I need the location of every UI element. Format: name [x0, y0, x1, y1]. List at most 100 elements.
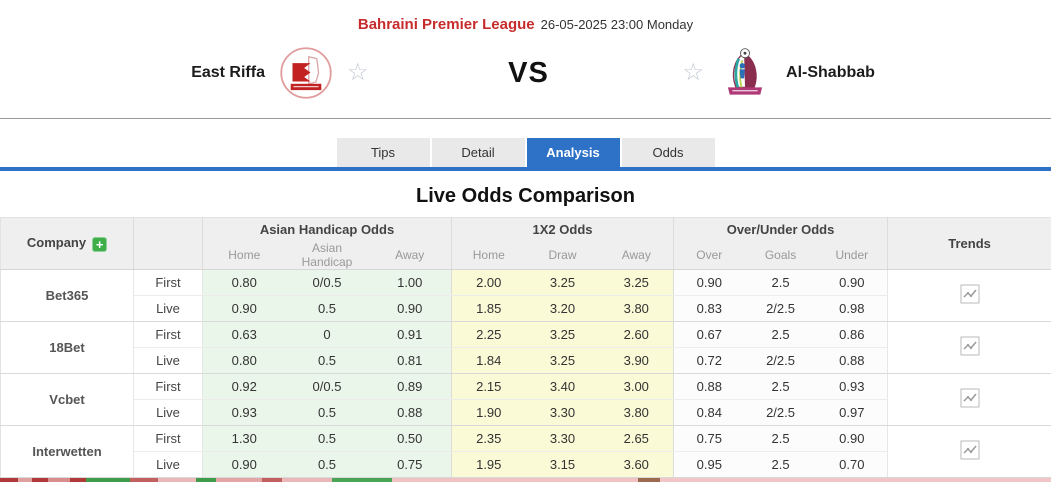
- away-team-block: ☆ Al-Shabbab: [571, 46, 1051, 100]
- trend-chart-icon[interactable]: [960, 284, 980, 304]
- row-label: Live: [133, 399, 203, 426]
- odds-value: 2/2.5: [744, 399, 817, 426]
- tab-tips[interactable]: Tips: [336, 138, 430, 167]
- odds-value: 2.5: [744, 425, 817, 452]
- odds-value: 0.5: [285, 399, 369, 426]
- odds-value: 3.00: [599, 373, 675, 400]
- vs-label: VS: [508, 56, 549, 89]
- table-row: Interwetten First 1.30 0.5 0.50 2.35 3.30 2.65 0…: [0, 425, 1051, 478]
- odds-value: 3.25: [599, 269, 675, 296]
- subheader-ou-under: Under: [816, 240, 889, 270]
- odds-value: 0.93: [202, 399, 286, 426]
- odds-value: 0.89: [368, 373, 452, 400]
- odds-value: 0.75: [368, 451, 452, 478]
- row-type-column-header: [133, 217, 203, 270]
- table-row: Live 0.80 0.5 0.81 1.84 3.25 3.90 0.72 2/2.5 0.88: [1, 347, 1051, 374]
- odds-value: 0: [285, 321, 369, 348]
- match-datetime: 26-05-2025 23:00 Monday: [540, 17, 694, 32]
- odds-value: 0.83: [673, 295, 745, 322]
- tab-odds[interactable]: Odds: [621, 138, 715, 167]
- company-name: 18Bet: [0, 321, 134, 374]
- row-label: First: [133, 269, 203, 296]
- trend-chart-icon[interactable]: [960, 336, 980, 356]
- company-name: Interwetten: [0, 425, 134, 478]
- odds-value: 2.15: [451, 373, 526, 400]
- teams-row: East Riffa ☆ VS ☆: [0, 44, 1051, 102]
- odds-value: 0.5: [285, 295, 369, 322]
- odds-value: 0.81: [368, 347, 452, 374]
- odds-value: 0.92: [202, 373, 286, 400]
- odds-value: 0.63: [202, 321, 286, 348]
- odds-value: 0.88: [368, 399, 452, 426]
- table-row: Live 0.93 0.5 0.88 1.90 3.30 3.80 0.84 2/2.5 0.97: [1, 399, 1051, 426]
- odds-value: 3.80: [599, 295, 675, 322]
- odds-value: 0.90: [673, 269, 745, 296]
- odds-value: 3.25: [525, 269, 600, 296]
- subheader-ou-over: Over: [673, 240, 745, 270]
- add-company-icon[interactable]: +: [92, 236, 108, 252]
- subheader-ah-away: Away: [368, 240, 452, 270]
- table-row: Live 0.90 0.5 0.75 1.95 3.15 3.60 0.95 2.5 0.70: [1, 451, 1051, 478]
- odds-value: 0.90: [816, 269, 889, 296]
- company-name: Bet365: [0, 269, 134, 322]
- odds-value: 0.90: [816, 425, 889, 452]
- subheader-ou-goals: Goals: [744, 240, 817, 270]
- away-team-logo: [727, 48, 763, 95]
- home-team-logo: [280, 47, 332, 99]
- result-strip-segment: [48, 478, 70, 482]
- 1x2-group-header: 1X2 Odds: [451, 217, 675, 241]
- league-name: Bahraini Premier League: [357, 16, 535, 33]
- odds-value: 0.90: [368, 295, 452, 322]
- trend-chart-icon[interactable]: [960, 388, 980, 408]
- odds-value: 3.40: [525, 373, 600, 400]
- result-strip-segment: [392, 478, 638, 482]
- favorite-star-home[interactable]: ☆: [346, 59, 369, 86]
- odds-value: 2/2.5: [744, 295, 817, 322]
- trends-column-header: Trends: [887, 217, 1051, 270]
- odds-value: 1.95: [451, 451, 526, 478]
- odds-value: 0.80: [202, 269, 286, 296]
- favorite-star-away[interactable]: ☆: [682, 59, 705, 86]
- company-header-label: Company: [26, 234, 87, 250]
- result-strip-segment: [86, 478, 130, 482]
- row-label: Live: [133, 451, 203, 478]
- odds-value: 3.30: [525, 425, 600, 452]
- odds-value: 0.72: [673, 347, 745, 374]
- odds-value: 3.80: [599, 399, 675, 426]
- odds-value: 0.84: [673, 399, 745, 426]
- league-line: Bahraini Premier League 26-05-2025 23:00 …: [0, 16, 1051, 34]
- odds-value: 0.5: [285, 451, 369, 478]
- odds-value: 0.5: [285, 425, 369, 452]
- odds-value: 3.25: [525, 347, 600, 374]
- odds-value: 3.30: [525, 399, 600, 426]
- tab-analysis[interactable]: Analysis: [526, 138, 620, 167]
- over-under-group-header: Over/Under Odds: [673, 217, 889, 241]
- odds-value: 3.20: [525, 295, 600, 322]
- trends-cell: [887, 321, 1051, 374]
- company-column-header: Company +: [0, 217, 134, 270]
- odds-value: 0/0.5: [285, 373, 369, 400]
- row-label: First: [133, 425, 203, 452]
- table-row: Vcbet First 0.92 0/0.5 0.89 2.15 3.40 3.00 0.88 2…: [0, 373, 1051, 426]
- odds-value: 2.60: [599, 321, 675, 348]
- odds-value: 0.67: [673, 321, 745, 348]
- table-row: Live 0.90 0.5 0.90 1.85 3.20 3.80 0.83 2/2.5 0.98: [1, 295, 1051, 322]
- odds-value: 0.88: [816, 347, 889, 374]
- odds-value: 3.15: [525, 451, 600, 478]
- odds-comparison-table: Company + Asian Handicap Odds 1X2 Odds Ov…: [0, 217, 1051, 478]
- result-strip-segment: [158, 478, 196, 482]
- odds-value: 0.50: [368, 425, 452, 452]
- odds-value: 3.60: [599, 451, 675, 478]
- odds-value: 1.85: [451, 295, 526, 322]
- home-team-name: East Riffa: [191, 64, 265, 81]
- result-strip-segment: [18, 478, 32, 482]
- tab-detail[interactable]: Detail: [431, 138, 525, 167]
- result-strip-segment: [332, 478, 392, 482]
- odds-value: 2.5: [744, 321, 817, 348]
- tabs-underline-bar: [0, 167, 1051, 171]
- odds-value: 2.5: [744, 269, 817, 296]
- odds-value: 1.30: [202, 425, 286, 452]
- trend-chart-icon[interactable]: [960, 440, 980, 460]
- subheader-ah-handicap: Asian Handicap: [285, 240, 369, 270]
- subheader-ah-home: Home: [202, 240, 286, 270]
